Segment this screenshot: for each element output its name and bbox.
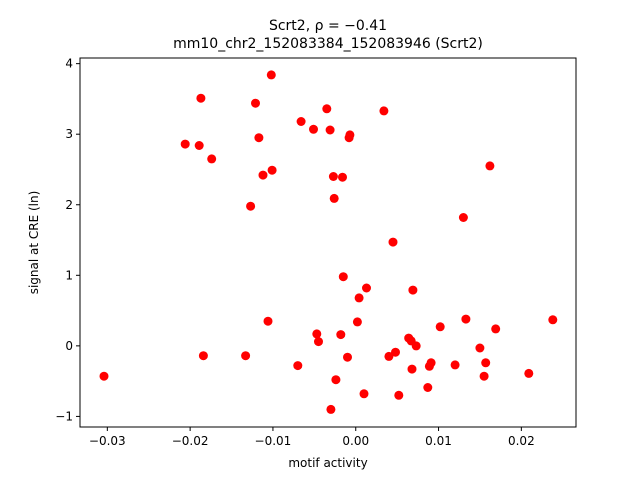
data-point xyxy=(251,98,260,108)
x-tick-label: −0.01 xyxy=(255,434,292,448)
x-axis-label: motif activity xyxy=(288,456,367,470)
data-point xyxy=(379,106,389,116)
chart-title: Scrt2, ρ = −0.41 xyxy=(269,18,387,34)
data-point xyxy=(194,141,204,150)
data-point xyxy=(338,172,347,182)
data-point xyxy=(293,361,303,371)
data-point xyxy=(196,93,206,103)
data-point xyxy=(475,343,485,353)
axis-ticks: −0.03 −0.02 −0.01 0.00 0.01 0.02 −1 0 1 2 3 4 xyxy=(55,57,534,448)
y-tick-label: 3 xyxy=(65,127,73,141)
x-tick-label: 0.01 xyxy=(425,434,452,448)
data-point xyxy=(394,390,404,400)
data-point xyxy=(423,383,433,392)
data-point xyxy=(314,337,323,347)
data-point xyxy=(296,117,306,126)
data-point xyxy=(491,324,501,334)
data-point xyxy=(461,314,471,324)
data-point xyxy=(207,154,217,164)
data-point xyxy=(388,237,398,247)
y-tick-label: 0 xyxy=(65,339,73,353)
data-point xyxy=(479,371,489,381)
data-point xyxy=(359,389,369,399)
y-tick-label: 1 xyxy=(65,268,73,282)
data-point xyxy=(329,193,339,203)
plot-area-frame xyxy=(79,57,577,428)
data-point xyxy=(343,352,352,362)
data-point xyxy=(180,139,190,149)
y-axis-label: signal at CRE (ln) xyxy=(27,191,41,295)
data-point xyxy=(322,104,332,114)
x-tick-label: −0.03 xyxy=(89,434,126,448)
data-point xyxy=(362,283,371,293)
data-point xyxy=(407,364,417,374)
data-point xyxy=(524,368,534,378)
data-point xyxy=(411,341,421,351)
data-point xyxy=(266,70,276,80)
data-point xyxy=(328,172,338,181)
data-point xyxy=(331,375,341,385)
data-point xyxy=(309,124,318,134)
data-point xyxy=(458,213,468,222)
data-point xyxy=(326,404,336,414)
data-point xyxy=(198,351,208,361)
data-points xyxy=(99,70,558,414)
data-point xyxy=(548,315,558,325)
x-tick-label: 0.00 xyxy=(342,434,369,448)
x-tick-label: −0.02 xyxy=(172,434,209,448)
data-point xyxy=(99,371,109,381)
data-point xyxy=(254,133,264,143)
data-point xyxy=(450,360,460,370)
x-tick-label: 0.02 xyxy=(508,434,535,448)
data-point xyxy=(241,351,251,361)
data-point xyxy=(267,165,277,175)
data-point xyxy=(325,125,335,135)
data-point xyxy=(426,358,436,368)
y-tick-label: 4 xyxy=(65,57,73,71)
data-point xyxy=(246,201,256,211)
data-point xyxy=(384,351,394,361)
data-point xyxy=(312,329,322,339)
data-point xyxy=(263,316,273,326)
data-point xyxy=(435,322,445,332)
data-point xyxy=(338,272,348,282)
data-point xyxy=(354,293,364,303)
data-point xyxy=(391,347,400,357)
data-point xyxy=(485,161,495,171)
data-point xyxy=(258,170,268,180)
data-point xyxy=(481,358,491,368)
data-point xyxy=(408,285,418,295)
chart-subtitle: mm10_chr2_152083384_152083946 (Scrt2) xyxy=(173,36,483,52)
y-tick-label: 2 xyxy=(65,198,73,212)
y-tick-label: −1 xyxy=(55,409,73,423)
data-point xyxy=(336,330,346,340)
data-point xyxy=(345,130,355,140)
data-point xyxy=(352,317,362,327)
